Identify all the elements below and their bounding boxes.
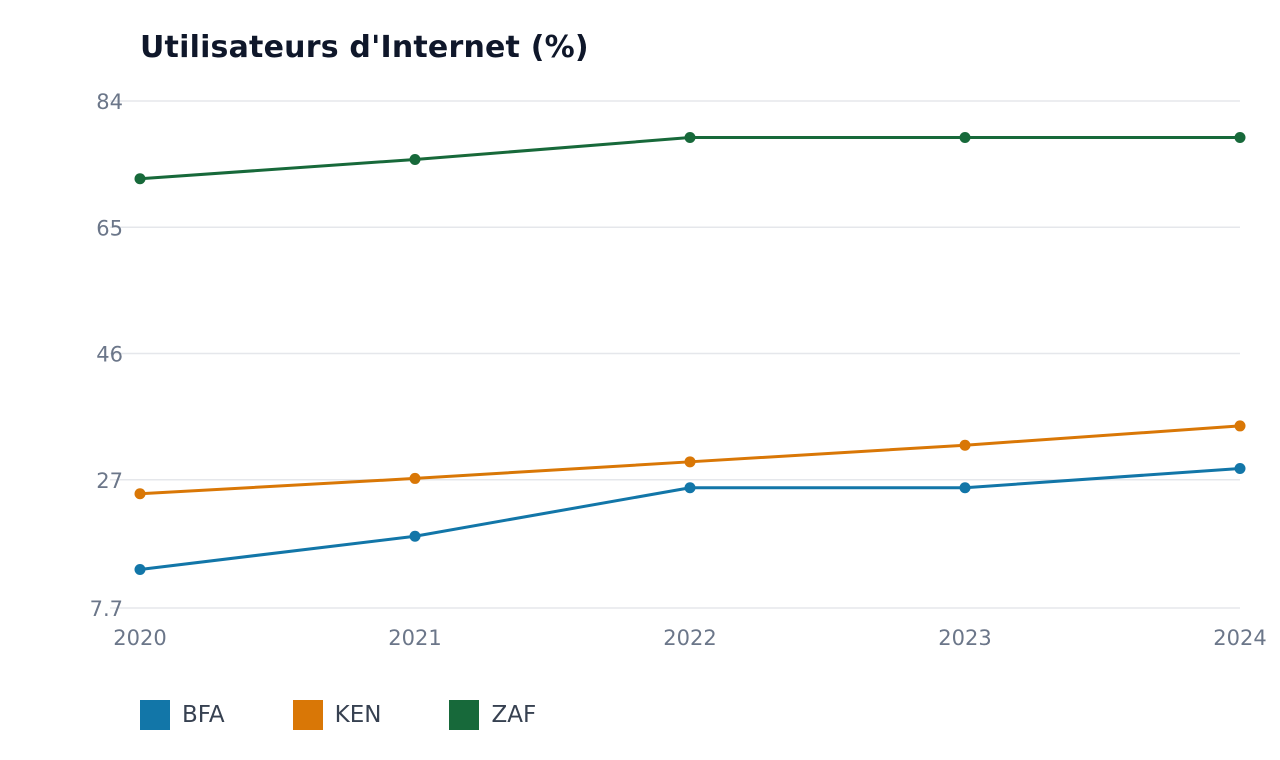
x-axis-ticks: 2020 2021 2022 2023 2024 bbox=[113, 626, 1266, 650]
data-point-ken[interactable] bbox=[1234, 420, 1246, 432]
y-tick-label: 46 bbox=[96, 343, 123, 367]
x-tick-label: 2024 bbox=[1213, 626, 1266, 650]
y-tick-label: 7.7 bbox=[90, 597, 123, 621]
series-points bbox=[134, 132, 1246, 575]
data-point-bfa[interactable] bbox=[959, 482, 971, 494]
legend: BFA KEN ZAF bbox=[140, 700, 604, 730]
legend-item-bfa[interactable]: BFA bbox=[140, 700, 225, 730]
data-point-bfa[interactable] bbox=[684, 482, 696, 494]
legend-label-zaf: ZAF bbox=[491, 702, 537, 728]
data-point-bfa[interactable] bbox=[1234, 462, 1246, 474]
chart-title: Utilisateurs d'Internet (%) bbox=[140, 30, 589, 65]
data-point-bfa[interactable] bbox=[134, 563, 146, 575]
legend-item-zaf[interactable]: ZAF bbox=[449, 700, 536, 730]
data-point-ken[interactable] bbox=[409, 472, 421, 484]
data-point-zaf[interactable] bbox=[1234, 132, 1246, 144]
x-tick-label: 2023 bbox=[938, 626, 991, 650]
data-point-zaf[interactable] bbox=[684, 132, 696, 144]
data-point-zaf[interactable] bbox=[409, 153, 421, 165]
y-tick-label: 65 bbox=[96, 216, 123, 240]
x-tick-label: 2020 bbox=[113, 626, 166, 650]
y-tick-label: 84 bbox=[96, 90, 123, 114]
x-tick-label: 2022 bbox=[663, 626, 716, 650]
y-axis-ticks: 7.7 27 46 65 84 bbox=[90, 90, 123, 621]
x-tick-label: 2021 bbox=[388, 626, 441, 650]
gridlines bbox=[110, 100, 1240, 609]
data-point-zaf[interactable] bbox=[959, 132, 971, 144]
legend-label-bfa: BFA bbox=[182, 702, 225, 728]
data-point-ken[interactable] bbox=[959, 439, 971, 451]
legend-swatch-ken bbox=[292, 700, 323, 730]
legend-label-ken: KEN bbox=[334, 702, 382, 728]
data-point-ken[interactable] bbox=[134, 488, 146, 500]
legend-swatch-bfa bbox=[140, 700, 170, 730]
legend-swatch-zaf bbox=[449, 700, 480, 730]
data-point-zaf[interactable] bbox=[134, 173, 146, 185]
y-tick-label: 27 bbox=[96, 469, 123, 493]
series-line-zaf bbox=[138, 136, 1242, 181]
legend-item-ken[interactable]: KEN bbox=[292, 700, 382, 730]
data-point-bfa[interactable] bbox=[409, 530, 421, 542]
data-point-ken[interactable] bbox=[684, 456, 696, 468]
